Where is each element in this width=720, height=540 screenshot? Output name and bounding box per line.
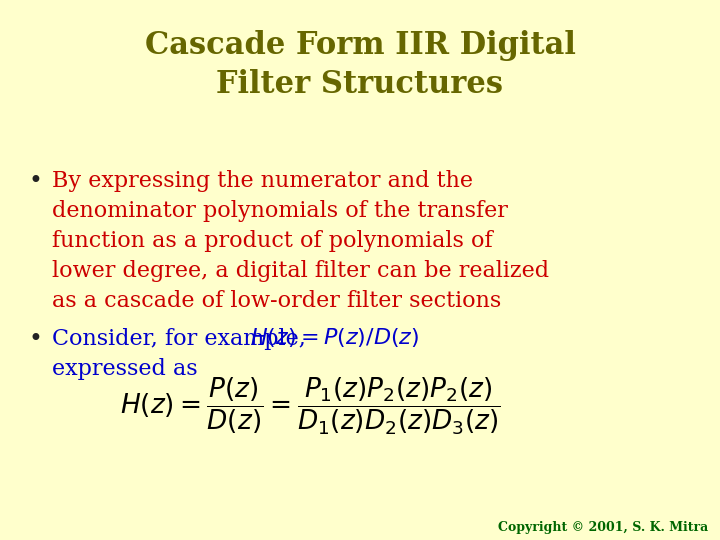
Text: $H(z) = P(z)/D(z)$: $H(z) = P(z)/D(z)$	[250, 326, 419, 349]
Text: expressed as: expressed as	[52, 358, 197, 380]
Text: •: •	[28, 170, 42, 193]
Text: By expressing the numerator and the: By expressing the numerator and the	[52, 170, 473, 192]
Text: lower degree, a digital filter can be realized: lower degree, a digital filter can be re…	[52, 260, 549, 282]
Text: as a cascade of low-order filter sections: as a cascade of low-order filter section…	[52, 290, 501, 312]
Text: Cascade Form IIR Digital
Filter Structures: Cascade Form IIR Digital Filter Structur…	[145, 30, 575, 100]
Text: •: •	[28, 328, 42, 351]
Text: denominator polynomials of the transfer: denominator polynomials of the transfer	[52, 200, 508, 222]
Text: Consider, for example,: Consider, for example,	[52, 328, 313, 350]
Text: function as a product of polynomials of: function as a product of polynomials of	[52, 230, 492, 252]
Text: $H(z) = \dfrac{P(z)}{D(z)} = \dfrac{P_1(z)P_2(z)P_2(z)}{D_1(z)D_2(z)D_3(z)}$: $H(z) = \dfrac{P(z)}{D(z)} = \dfrac{P_1(…	[120, 376, 500, 437]
Text: Copyright © 2001, S. K. Mitra: Copyright © 2001, S. K. Mitra	[498, 521, 708, 534]
